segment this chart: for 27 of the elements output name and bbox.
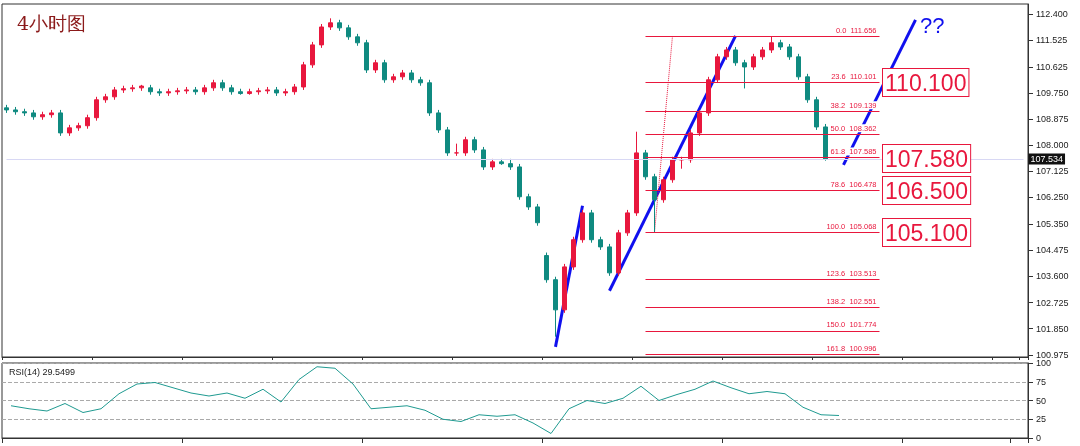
chart-title: RSI(14) 29.5499 — [9, 366, 76, 377]
y-tick-label: 112.400 — [1036, 8, 1068, 19]
y-tick-label: 102.725 — [1036, 297, 1069, 308]
annotation: ?? — [920, 12, 945, 38]
y-tick-label: 108.000 — [1036, 140, 1069, 151]
y-tick-label: 75 — [1036, 376, 1047, 387]
y-tick-label: 107.125 — [1036, 166, 1069, 177]
ref-line-label: 107.534 — [1030, 154, 1064, 165]
y-tick-label: 104.475 — [1036, 245, 1069, 256]
y-tick-label: 108.875 — [1036, 114, 1069, 125]
y-tick-label: 105.350 — [1036, 219, 1069, 230]
y-tick-label: 103.600 — [1036, 271, 1069, 282]
y-tick-label: 110.625 — [1036, 61, 1068, 72]
y-tick-label: 101.850 — [1036, 323, 1069, 334]
annotation: 110.100 — [885, 69, 967, 96]
chart-title: 4小时图 — [17, 11, 87, 34]
y-tick-label: 50 — [1036, 395, 1047, 406]
annotation: 105.100 — [885, 219, 969, 246]
y-tick-label: 25 — [1036, 414, 1047, 425]
y-tick-label: 100.975 — [1036, 349, 1069, 360]
y-tick-label: 100 — [1036, 358, 1052, 368]
annotation: 107.580 — [885, 145, 969, 172]
y-tick-label: 111.525 — [1036, 34, 1068, 45]
y-tick-label: 106.250 — [1036, 192, 1069, 203]
annotation: 106.500 — [885, 177, 969, 204]
y-tick-label: 0 — [1036, 433, 1042, 443]
y-tick-label: 109.750 — [1036, 87, 1069, 98]
